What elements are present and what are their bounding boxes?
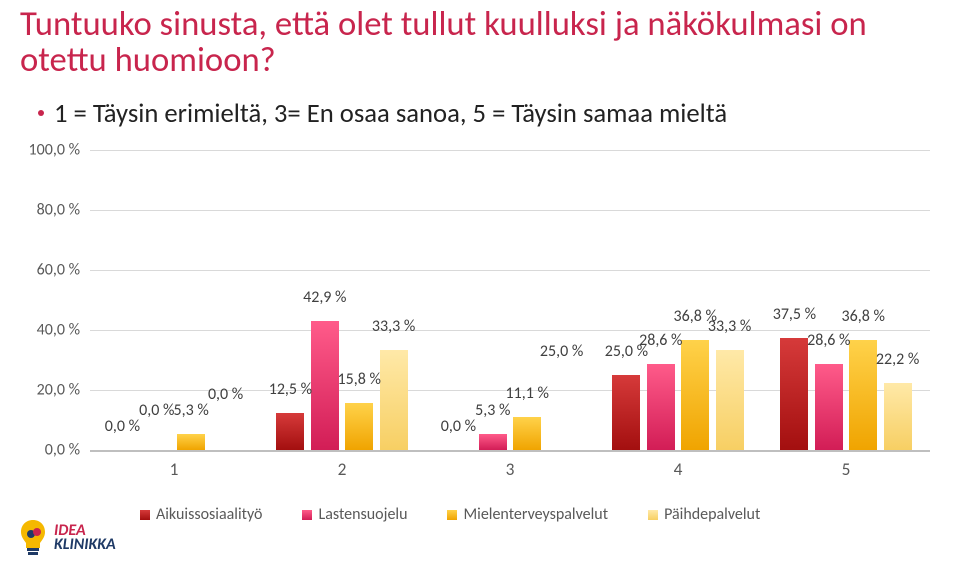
slide-title: Tuntuuko sinusta, että olet tullut kuull… (20, 6, 920, 79)
bar-value-label: 0,0 % (139, 401, 174, 420)
bar (884, 383, 912, 450)
legend-label: Lastensuojelu (318, 505, 407, 524)
legend-item: Päihdepalvelut (648, 505, 760, 524)
bullet-dot-icon (38, 110, 44, 116)
brand-logo: IDEA KLINIKKA (18, 518, 116, 558)
bar-value-label: 37,5 % (773, 305, 816, 324)
bar-value-label: 12,5 % (269, 380, 312, 399)
brand-text-bottom: KLINIKKA (54, 538, 116, 552)
slide-root: Tuntuuko sinusta, että olet tullut kuull… (0, 0, 959, 568)
chart-legend: Aikuissosiaalityö Lastensuojelu Mielenterv… (140, 505, 920, 524)
bar (815, 364, 843, 450)
subtitle-bullet-row: 1 = Täysin erimieltä, 3= En osaa sanoa, … (38, 98, 918, 130)
bar (479, 434, 507, 450)
bar-value-label: 36,8 % (842, 307, 885, 326)
bar (647, 364, 675, 450)
legend-label: Aikuissosiaalityö (156, 505, 262, 524)
y-axis-label: 0,0 % (20, 441, 80, 460)
legend-label: Mielenterveyspalvelut (463, 505, 608, 524)
legend-item: Aikuissosiaalityö (140, 505, 262, 524)
y-axis-label: 20,0 % (20, 381, 80, 400)
x-axis-label: 5 (842, 458, 851, 480)
bar-value-label: 42,9 % (303, 288, 346, 307)
legend-swatch-icon (648, 510, 658, 520)
bar (177, 434, 205, 450)
bar-value-label: 5,3 % (174, 401, 209, 420)
bar-value-label: 22,2 % (876, 350, 919, 369)
y-axis-label: 80,0 % (20, 201, 80, 220)
bar-group: 0,0 %0,0 %5,3 %0,0 % (108, 150, 239, 450)
legend-item: Mielenterveyspalvelut (447, 505, 608, 524)
bar (849, 340, 877, 450)
bar-value-label: 25,0 % (540, 342, 583, 361)
bar (716, 350, 744, 450)
bar-value-label: 33,3 % (708, 317, 751, 336)
bar-value-label: 11,1 % (506, 384, 549, 403)
x-axis-label: 2 (338, 458, 347, 480)
bar-value-label: 0,0 % (441, 417, 476, 436)
legend-swatch-icon (302, 510, 312, 520)
legend-label: Päihdepalvelut (664, 505, 760, 524)
x-axis-label: 4 (674, 458, 683, 480)
x-axis-label: 1 (170, 458, 179, 480)
brand-text: IDEA KLINIKKA (54, 524, 116, 551)
legend-swatch-icon (447, 510, 457, 520)
y-axis-label: 100,0 % (20, 141, 80, 160)
bar (345, 403, 373, 450)
title-line-1: Tuntuuko sinusta, että olet tullut kuull… (20, 6, 920, 42)
bar-value-label: 28,6 % (639, 331, 682, 350)
bar (612, 375, 640, 450)
legend-item: Lastensuojelu (302, 505, 407, 524)
bar (513, 417, 541, 450)
bar (311, 321, 339, 450)
bar-group: 0,0 %5,3 %11,1 %25,0 % (444, 150, 575, 450)
bar-value-label: 5,3 % (475, 401, 510, 420)
legend-swatch-icon (140, 510, 150, 520)
x-axis-label: 3 (506, 458, 515, 480)
bar (780, 338, 808, 451)
bar-value-label: 15,8 % (338, 370, 381, 389)
bar-value-label: 0,0 % (208, 385, 243, 404)
bar-value-label: 0,0 % (105, 417, 140, 436)
subtitle-text: 1 = Täysin erimieltä, 3= En osaa sanoa, … (54, 98, 727, 130)
plot-area: 0,0 %0,0 %5,3 %0,0 %12,5 %42,9 %15,8 %33… (90, 150, 930, 450)
bar (380, 350, 408, 450)
y-axis-label: 40,0 % (20, 321, 80, 340)
gridline (90, 450, 930, 452)
lightbulb-icon (18, 518, 48, 558)
title-line-2: otettu huomioon? (20, 42, 920, 78)
bar (276, 413, 304, 451)
bar (681, 340, 709, 450)
bar-group: 37,5 %28,6 %36,8 %22,2 % (780, 150, 911, 450)
y-axis-label: 60,0 % (20, 261, 80, 280)
bar-value-label: 33,3 % (372, 317, 415, 336)
bar-group: 12,5 %42,9 %15,8 %33,3 % (276, 150, 407, 450)
bar-chart: 0,0 %20,0 %40,0 %60,0 %80,0 %100,0 %0,0 … (20, 150, 940, 480)
bar-value-label: 28,6 % (807, 331, 850, 350)
bar-group: 25,0 %28,6 %36,8 %33,3 % (612, 150, 743, 450)
